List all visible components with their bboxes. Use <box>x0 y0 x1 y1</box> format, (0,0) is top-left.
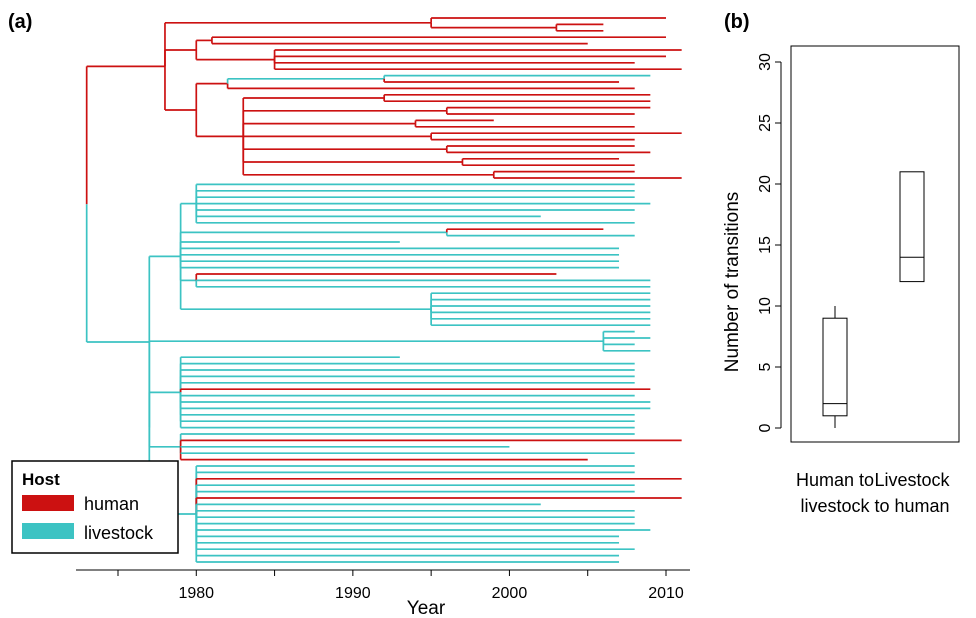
x-axis-title: Year <box>407 598 446 618</box>
y-ticks: 0 5 10 15 20 25 30 <box>757 53 781 432</box>
tree-branches <box>85 17 682 563</box>
category-label: to human <box>874 496 949 516</box>
y-tick-label: 0 <box>757 423 774 432</box>
legend: Host human livestock <box>11 460 179 554</box>
x-axis: 1980 1990 2000 2010 Year <box>76 569 690 618</box>
category-label: livestock <box>800 496 870 516</box>
category-label: Human to <box>796 470 874 490</box>
legend-label-human: human <box>84 494 139 514</box>
y-axis-title: Number of transitions <box>722 192 743 373</box>
y-tick-label: 20 <box>757 175 774 193</box>
x-tick-label: 1990 <box>335 585 371 602</box>
panel-a-label: (a) <box>8 11 32 33</box>
box-body <box>822 317 848 417</box>
legend-swatch-livestock <box>22 523 74 539</box>
category-label: Livestock <box>874 470 950 490</box>
y-tick-label: 30 <box>757 53 774 71</box>
y-tick-label: 5 <box>757 362 774 371</box>
x-tick-label: 1980 <box>178 585 214 602</box>
legend-label-livestock: livestock <box>84 523 154 543</box>
x-tick-label: 2010 <box>648 585 684 602</box>
panel-b-label: (b) <box>724 11 750 33</box>
x-ticks: 1980 1990 2000 2010 <box>117 570 684 602</box>
x-tick-label: 2000 <box>492 585 528 602</box>
panel-b: (b) 0 5 10 15 20 25 30 Number of transitions H… <box>722 11 960 516</box>
y-tick-label: 15 <box>757 236 774 254</box>
y-tick-label: 10 <box>757 297 774 315</box>
boxplots <box>822 171 925 428</box>
panel-a: (a) 1980 1990 2000 2010 Year Host human liv… <box>8 11 690 618</box>
y-tick-label: 25 <box>757 114 774 132</box>
legend-title: Host <box>22 470 60 489</box>
box-body <box>899 171 925 283</box>
plot-frame <box>790 45 960 443</box>
legend-swatch-human <box>22 495 74 511</box>
